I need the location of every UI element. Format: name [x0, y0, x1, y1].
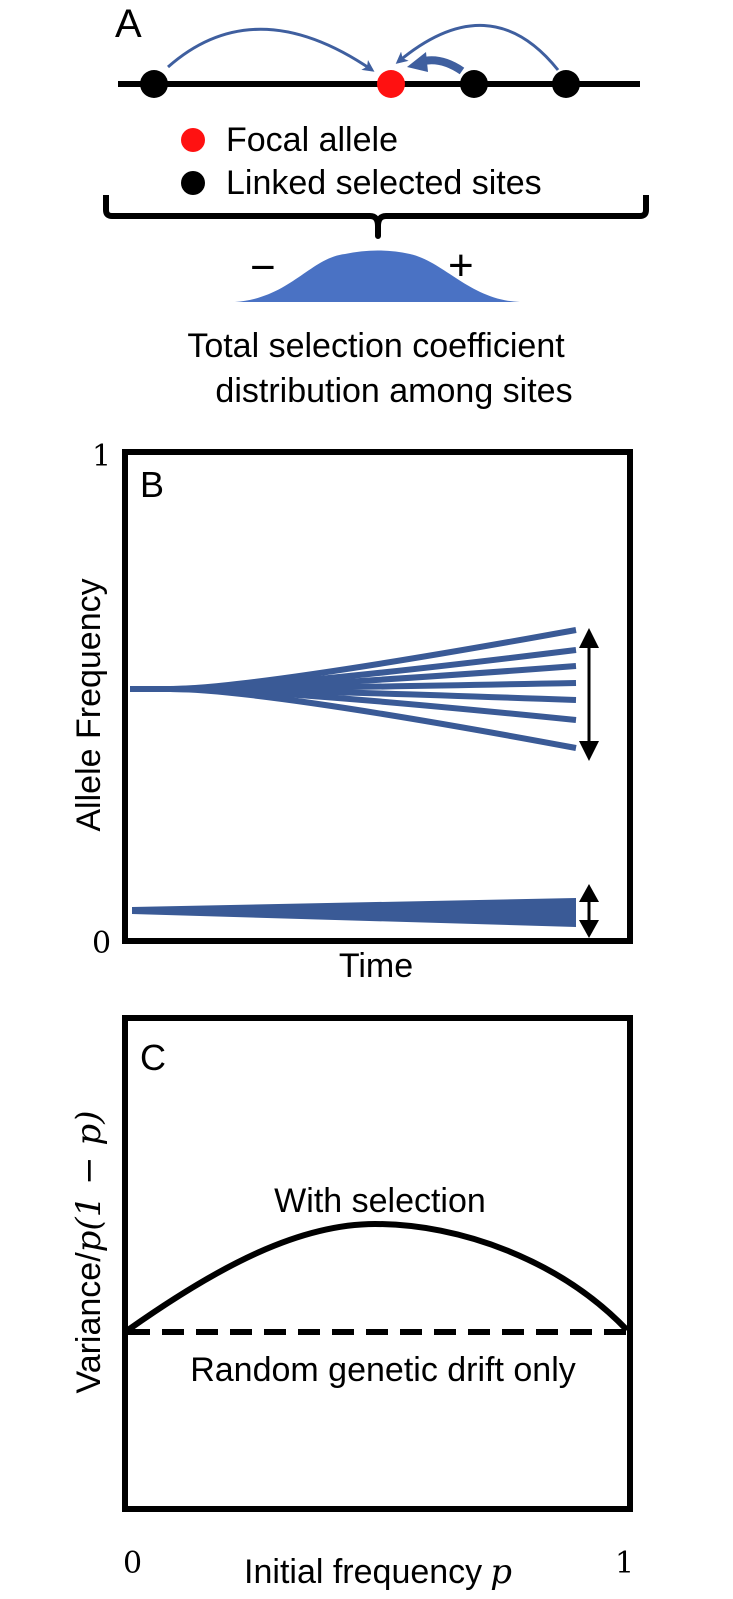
y-tick-bottom: 0 — [92, 926, 111, 961]
drift-only-label: Random genetic drift only — [190, 1351, 576, 1389]
caption-line-1: Total selection coefficient — [187, 327, 565, 365]
linked-site-dot — [140, 70, 168, 98]
x-axis-label: Time — [339, 947, 413, 985]
panel-a: A Focal allele Linked selected sites − +… — [103, 2, 649, 410]
trajectories-low — [132, 898, 576, 927]
spread-arrow-high — [579, 628, 599, 761]
panel-a-label: A — [115, 2, 142, 46]
linked-site-dot — [552, 70, 580, 98]
selection-distribution — [235, 250, 520, 302]
x-axis-label-c: Initial frequency p — [244, 1552, 512, 1592]
spread-arrow-low — [579, 884, 599, 938]
legend-focal-label: Focal allele — [226, 121, 398, 159]
focal-allele-dot — [377, 70, 405, 98]
caption-line-2: distribution among sites — [215, 372, 572, 410]
legend-linked-marker — [181, 171, 205, 195]
arrow-from-near-right-site-head — [407, 52, 428, 72]
panel-c: C With selection Random genetic drift on… — [69, 1015, 634, 1592]
panel-c-label: C — [140, 1037, 166, 1078]
grouping-brace — [103, 195, 649, 239]
legend-linked-label: Linked selected sites — [226, 164, 542, 202]
y-axis-label: Allele Frequency — [70, 578, 108, 831]
trajectory — [130, 686, 577, 751]
y-axis-label-c: Variance/p(1 − p) — [69, 1111, 109, 1394]
panel-b-frame — [122, 449, 633, 944]
x-tick-right: 1 — [615, 1546, 634, 1581]
linked-site-dot — [460, 70, 488, 98]
arrow-from-left-site — [167, 27, 375, 72]
trajectories-high — [130, 627, 577, 751]
legend-focal-marker — [181, 128, 205, 152]
with-selection-label: With selection — [274, 1182, 486, 1220]
with-selection-curve — [126, 1220, 630, 1333]
distribution-plus: + — [448, 241, 474, 290]
panel-b-label: B — [140, 464, 164, 505]
y-tick-top: 1 — [92, 439, 111, 474]
x-tick-left: 0 — [123, 1546, 142, 1581]
panel-c-frame — [122, 1015, 633, 1512]
arrow-from-far-right-site — [395, 23, 560, 71]
distribution-minus: − — [250, 243, 276, 292]
panel-b: B 1 0 Allele Frequency Time — [70, 439, 633, 985]
